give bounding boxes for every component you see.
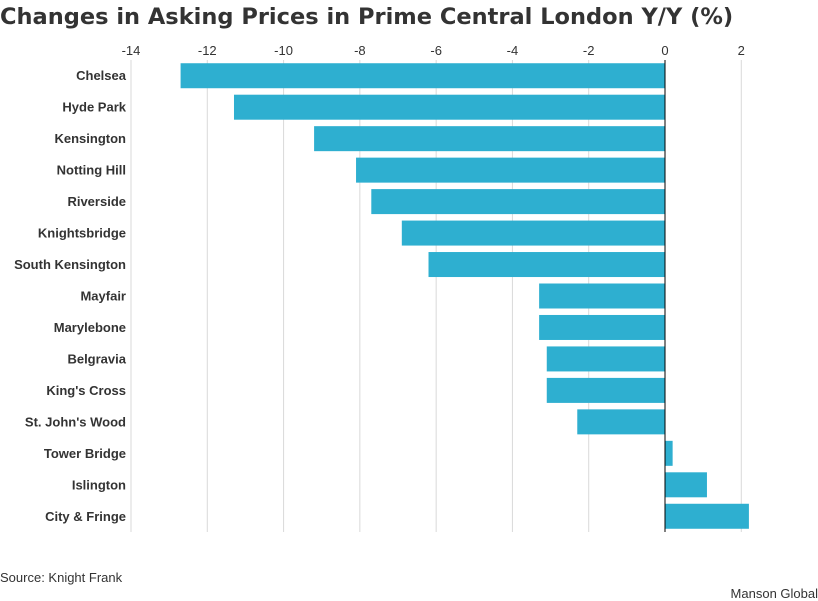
category-label: King's Cross	[46, 383, 126, 398]
bar	[539, 283, 665, 309]
x-tick-label: -4	[507, 43, 519, 58]
bar	[665, 472, 707, 498]
category-label: Knightsbridge	[38, 226, 126, 241]
bar	[665, 440, 673, 466]
x-axis-ticks: -14 -12 -10 -8 -6 -4 -2 0 2	[122, 43, 745, 58]
category-label: Marylebone	[54, 320, 126, 335]
bar	[665, 503, 749, 529]
x-tick-label: -10	[274, 43, 293, 58]
x-tick-label: -12	[198, 43, 217, 58]
x-tick-label: 0	[661, 43, 668, 58]
bar	[428, 252, 665, 278]
category-label: Mayfair	[80, 289, 126, 304]
source-note: Source: Knight Frank	[0, 570, 123, 585]
bar	[356, 157, 665, 183]
bar	[539, 314, 665, 340]
bar	[314, 126, 665, 152]
chart-title: Changes in Asking Prices in Prime Centra…	[0, 4, 734, 30]
bars	[180, 63, 749, 529]
category-label: Chelsea	[76, 68, 127, 83]
category-labels: Chelsea Hyde Park Kensington Notting Hill Ri…	[14, 68, 127, 524]
x-tick-label: -8	[354, 43, 366, 58]
category-label: Tower Bridge	[44, 446, 126, 461]
category-label: St. John's Wood	[25, 414, 126, 429]
brand-credit: Manson Global	[730, 586, 818, 601]
category-label: South Kensington	[14, 257, 126, 272]
bar	[401, 220, 665, 246]
category-label: Belgravia	[67, 351, 126, 366]
x-tick-label: -14	[122, 43, 141, 58]
category-label: Hyde Park	[62, 100, 126, 115]
bar	[577, 409, 665, 435]
category-label: Kensington	[55, 131, 127, 146]
bar	[180, 63, 666, 89]
bar	[233, 94, 665, 120]
x-tick-label: -2	[583, 43, 595, 58]
category-label: Islington	[72, 477, 126, 492]
category-label: Riverside	[67, 194, 126, 209]
bar	[371, 189, 665, 215]
bar	[546, 346, 665, 372]
x-tick-label: -6	[430, 43, 442, 58]
x-tick-label: 2	[738, 43, 745, 58]
category-label: Notting Hill	[57, 163, 126, 178]
category-label: City & Fringe	[45, 509, 126, 524]
bar	[546, 377, 665, 403]
